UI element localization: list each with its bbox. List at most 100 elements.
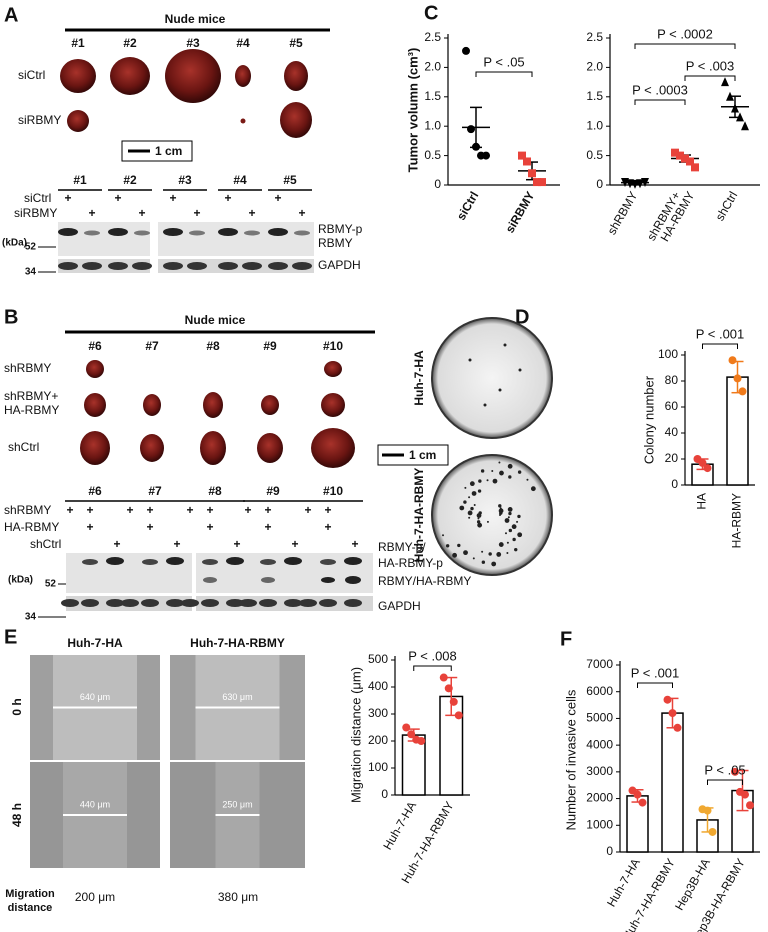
colony xyxy=(481,550,484,553)
panel-letter: C xyxy=(424,2,438,24)
plus-sign: + xyxy=(298,206,305,220)
x-tick-label: HA-RBMY xyxy=(730,493,744,548)
band-label: RBMY xyxy=(318,236,353,250)
colony xyxy=(469,481,475,487)
data-point xyxy=(518,151,526,160)
band xyxy=(82,559,98,565)
colony xyxy=(442,534,445,537)
colony xyxy=(464,486,467,489)
band xyxy=(108,262,128,270)
cell-layer xyxy=(259,762,305,868)
colony xyxy=(476,513,482,518)
width-label: 440 μm xyxy=(80,799,110,809)
lane-group: #10 xyxy=(323,484,343,498)
cell-layer xyxy=(137,655,160,760)
band xyxy=(239,599,257,607)
footer-value: 200 μm xyxy=(75,890,115,904)
lane-group: #4 xyxy=(233,173,247,187)
data-point xyxy=(721,77,729,87)
plate-label: Huh-7-HA xyxy=(412,350,426,406)
band xyxy=(132,262,152,270)
mouse-id: #2 xyxy=(123,36,137,50)
data-point xyxy=(663,695,672,704)
colony xyxy=(498,504,502,508)
band xyxy=(320,559,336,565)
sig-bracket xyxy=(702,343,738,349)
plus-sign: + xyxy=(66,503,73,517)
plus-sign: + xyxy=(324,503,331,517)
colony xyxy=(503,343,507,347)
colony xyxy=(467,510,473,516)
colony xyxy=(491,561,497,567)
plus-sign: + xyxy=(264,503,271,517)
band xyxy=(345,576,361,584)
colony xyxy=(477,522,483,528)
y-tick-label: 0.5 xyxy=(586,148,603,162)
plus-sign: + xyxy=(233,537,240,551)
footer-label: Migration xyxy=(5,888,55,900)
colony xyxy=(498,508,504,514)
data-point xyxy=(472,142,480,151)
data-point xyxy=(741,790,749,799)
mouse-id: #6 xyxy=(88,339,102,353)
band xyxy=(259,599,277,607)
blot xyxy=(158,222,314,256)
plus-sign: + xyxy=(126,503,133,517)
colony xyxy=(468,516,471,519)
data-point xyxy=(523,157,531,166)
data-point xyxy=(681,154,689,163)
blot-row-label: shCtrl xyxy=(30,537,61,551)
y-tick-label: 2.5 xyxy=(586,30,603,44)
y-tick-label: 0 xyxy=(671,477,678,491)
y-tick-label: 0 xyxy=(434,177,441,191)
colony xyxy=(507,507,513,512)
y-tick-label: 100 xyxy=(658,347,678,361)
colony xyxy=(491,470,494,473)
colony xyxy=(504,532,507,535)
cell-layer xyxy=(170,762,216,868)
tumor xyxy=(165,49,221,103)
tumor xyxy=(240,118,246,124)
lane-group: #3 xyxy=(178,173,192,187)
width-label: 630 μm xyxy=(222,692,252,702)
band xyxy=(268,262,288,270)
band xyxy=(344,599,362,607)
x-tick-label: siCtrl xyxy=(454,189,481,223)
panel-title: Nude mice xyxy=(165,12,226,26)
colony xyxy=(496,552,502,557)
data-point xyxy=(728,356,737,365)
colony xyxy=(463,550,468,556)
scale-label: 1 cm xyxy=(155,144,182,158)
colony xyxy=(517,532,523,538)
tumor xyxy=(80,431,110,465)
p-value: P < .001 xyxy=(631,665,680,680)
mouse-id: #5 xyxy=(289,36,303,50)
colony xyxy=(499,470,504,476)
data-point xyxy=(731,103,739,113)
y-tick-label: 40 xyxy=(665,425,679,439)
colony xyxy=(511,524,517,530)
colony xyxy=(472,557,475,560)
y-tick-label: 80 xyxy=(665,373,679,387)
blot-row-label: siRBMY xyxy=(14,206,57,220)
tumor xyxy=(200,431,226,465)
y-tick-label: 500 xyxy=(368,652,388,666)
plus-sign: + xyxy=(114,191,121,205)
data-point xyxy=(733,374,742,383)
x-tick-label: shRBMY xyxy=(605,189,641,237)
kda-marker: 34 xyxy=(25,267,37,278)
data-point xyxy=(538,178,546,187)
band xyxy=(58,262,78,270)
band xyxy=(321,577,335,583)
p-value: P < .05 xyxy=(704,762,745,777)
scale-box xyxy=(121,140,193,162)
y-tick-label: 1.0 xyxy=(424,118,441,132)
band xyxy=(242,262,262,270)
plus-sign: + xyxy=(351,537,358,551)
y-tick-label: 1000 xyxy=(586,817,613,831)
mouse-id: #4 xyxy=(236,36,250,50)
band-label: HA-RBMY-p xyxy=(378,556,443,570)
data-point xyxy=(633,790,642,799)
band xyxy=(187,262,207,270)
mouse-id: #8 xyxy=(206,339,220,353)
